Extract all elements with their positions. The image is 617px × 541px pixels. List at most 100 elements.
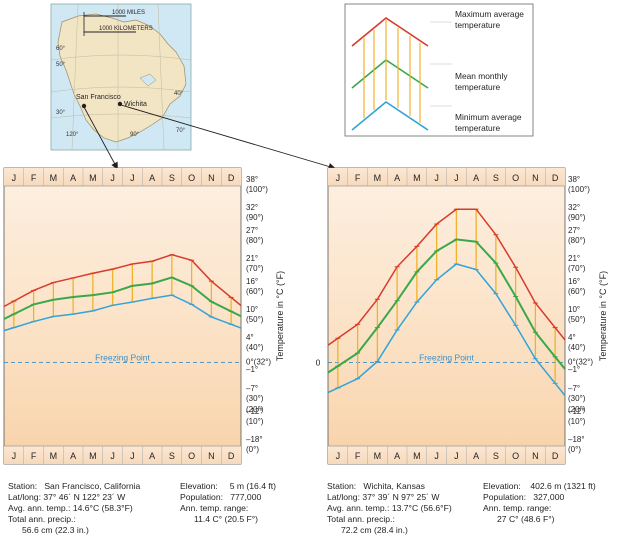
wi-ytick-f-label: (40°) [568, 343, 586, 352]
legend-mean-line1: Mean monthly [455, 71, 508, 81]
sf-month-label-top: D [228, 173, 235, 183]
wi-elevation-value: 402.6 m (1321 ft) [530, 481, 596, 491]
sf-precip-label: Total ann. precip.: [8, 514, 76, 524]
sf-ytick-f-label: (50°) [246, 315, 264, 324]
wi-precip-value: 72.2 cm (28.4 in.) [341, 525, 408, 535]
sf-elevation-label: Elevation: [180, 481, 218, 491]
wi-ytick-c-label: –1° [568, 365, 580, 374]
sf-month-label-top: O [188, 173, 195, 183]
wi-ytick-f-label: (0°) [568, 445, 581, 454]
wi-mean-series-line [327, 238, 566, 374]
legend-max-line1: Maximum average [455, 9, 524, 19]
wi-range-value: 27 C° (48.6 F°) [497, 514, 555, 524]
legend-min-line2: temperature [455, 123, 500, 133]
sf-ytick-f-label: (80°) [246, 236, 264, 245]
wi-month-label-top: F [355, 173, 361, 183]
great-lakes [139, 73, 157, 87]
sf-ytick-c-label: 21° [246, 254, 258, 263]
wi-month-label-bottom: M [374, 451, 382, 461]
wi-precip-row: Total ann. precip.: [327, 514, 452, 525]
wi-range-value-row: 27 C° (48.6 F°) [483, 514, 596, 525]
wi-precip-label: Total ann. precip.: [327, 514, 395, 524]
sf-avgtemp-label: Avg. ann. temp.: [8, 503, 71, 513]
sf-ytick-f-label: (40°) [246, 343, 264, 352]
sf-month-label-top: M [89, 173, 97, 183]
sf-ytick-c-label: –18° [246, 435, 263, 444]
sf-station-row: Station: San Francisco, California [8, 481, 140, 492]
wi-latlong-label: Lat/long: [327, 492, 360, 502]
sf-month-label-top: S [169, 173, 175, 183]
sf-month-label-bottom: M [50, 451, 58, 461]
lon-90-label: 90° [130, 132, 140, 138]
wi-station-label: Station: [327, 481, 357, 491]
lon-70-label: 70° [176, 128, 186, 134]
sf-ytick-f-label: (60°) [246, 287, 264, 296]
wi-population-value: 327,000 [533, 492, 565, 502]
sf-ytick-f-label: (30°) [246, 394, 264, 403]
lat-60-label: 60° [56, 46, 66, 52]
wi-ytick-f-label: (70°) [568, 264, 586, 273]
sf-range-label: Ann. temp. range: [180, 503, 249, 513]
wi-month-label-top: J [454, 173, 459, 183]
sf-population-value: 777,000 [230, 492, 262, 502]
wi-month-label-top: S [493, 173, 499, 183]
wi-ytick-c-label: 38° [568, 175, 580, 184]
sf-ytick-c-label: 38° [246, 175, 258, 184]
wi-station-value: Wichita, Kansas [363, 481, 425, 491]
sf-month-label-bottom: D [228, 451, 235, 461]
sf-latlong-label: Lat/long: [8, 492, 41, 502]
lat-30-label: 30° [56, 110, 66, 116]
wi-ytick-f-label: (80°) [568, 236, 586, 245]
legend-max-line [351, 17, 429, 47]
sf-precip-value: 56.6 cm (22.3 in.) [22, 525, 89, 535]
sf-elevation-value: 5 m (16.4 ft) [229, 481, 277, 491]
wi-latlong-value: 37° 39´ N 97° 25´ W [362, 492, 440, 502]
map-scale-bar: 1000 MILES 1000 KILOMETERS [83, 10, 153, 36]
wi-month-label-top: D [552, 173, 559, 183]
wi-population-label: Population: [483, 492, 527, 502]
sf-month-label-bottom: O [188, 451, 195, 461]
map-lat-labels: 60° 50° 40° 30° 120° 90° 70° [56, 46, 186, 138]
wi-elevation-row: Elevation: 402.6 m (1321 ft) [483, 481, 596, 492]
wi-population-row: Population: 327,000 [483, 492, 596, 503]
sf-ytick-c-label: –7° [246, 384, 258, 393]
sf-month-label-bottom: S [169, 451, 175, 461]
sf-ytick-f-label: (20°) [246, 405, 264, 414]
sf-range-value-row: 11.4 C° (20.5 F°) [180, 514, 276, 525]
sf-latlong-row: Lat/long: 37° 46´ N 122° 23´ W [8, 492, 140, 503]
sf-ytick-f-label: (90°) [246, 213, 264, 222]
san-francisco-climograph: J J F F M M A A M M J J J J A A S S O O N N D D Freezing Point 38… [3, 167, 285, 465]
lon-120-label: 120° [66, 132, 79, 138]
san-francisco-station-info: Station: San Francisco, California Lat/l… [8, 481, 140, 536]
sf-precip-value-row: 56.6 cm (22.3 in.) [8, 525, 140, 536]
sf-month-label-bottom: J [110, 451, 115, 461]
wi-ytick-c-label: 16° [568, 277, 580, 286]
wi-ytick-c-label: –18° [568, 435, 585, 444]
legend-min-line [351, 101, 429, 131]
wi-ytick-f-label: (20°) [568, 405, 586, 414]
sf-mean-series-line [3, 276, 242, 320]
sf-month-label-top: J [12, 173, 17, 183]
wi-month-label-bottom: F [355, 451, 361, 461]
wi-ytick-c-label: 27° [568, 226, 580, 235]
sf-freezing-label: Freezing Point [95, 352, 150, 362]
wi-elevation-label: Elevation: [483, 481, 521, 491]
sf-min-series-line [3, 294, 242, 332]
wichita-station-info-right: Elevation: 402.6 m (1321 ft) Population:… [483, 481, 596, 525]
sf-month-label-bottom: J [12, 451, 17, 461]
wi-freezing-label: Freezing Point [419, 352, 474, 362]
sf-month-label-top: J [110, 173, 115, 183]
san-francisco-station-info-right: Elevation: 5 m (16.4 ft) Population: 777… [180, 481, 276, 525]
sf-ytick-c-label: –1° [246, 365, 258, 374]
sf-ytick-f-label: (10°) [246, 417, 264, 426]
sf-month-label-top: A [149, 173, 155, 183]
sf-station-label: Station: [8, 481, 38, 491]
sf-avgtemp-row: Avg. ann. temp.: 14.6°C (58.3°F) [8, 503, 140, 514]
sf-population-label: Population: [180, 492, 224, 502]
wi-month-label-bottom: J [434, 451, 439, 461]
sf-ytick-c-label: 27° [246, 226, 258, 235]
legend-min-line1: Minimum average [455, 112, 522, 122]
wi-month-label-top: J [434, 173, 439, 183]
sf-month-label-bottom: A [149, 451, 155, 461]
